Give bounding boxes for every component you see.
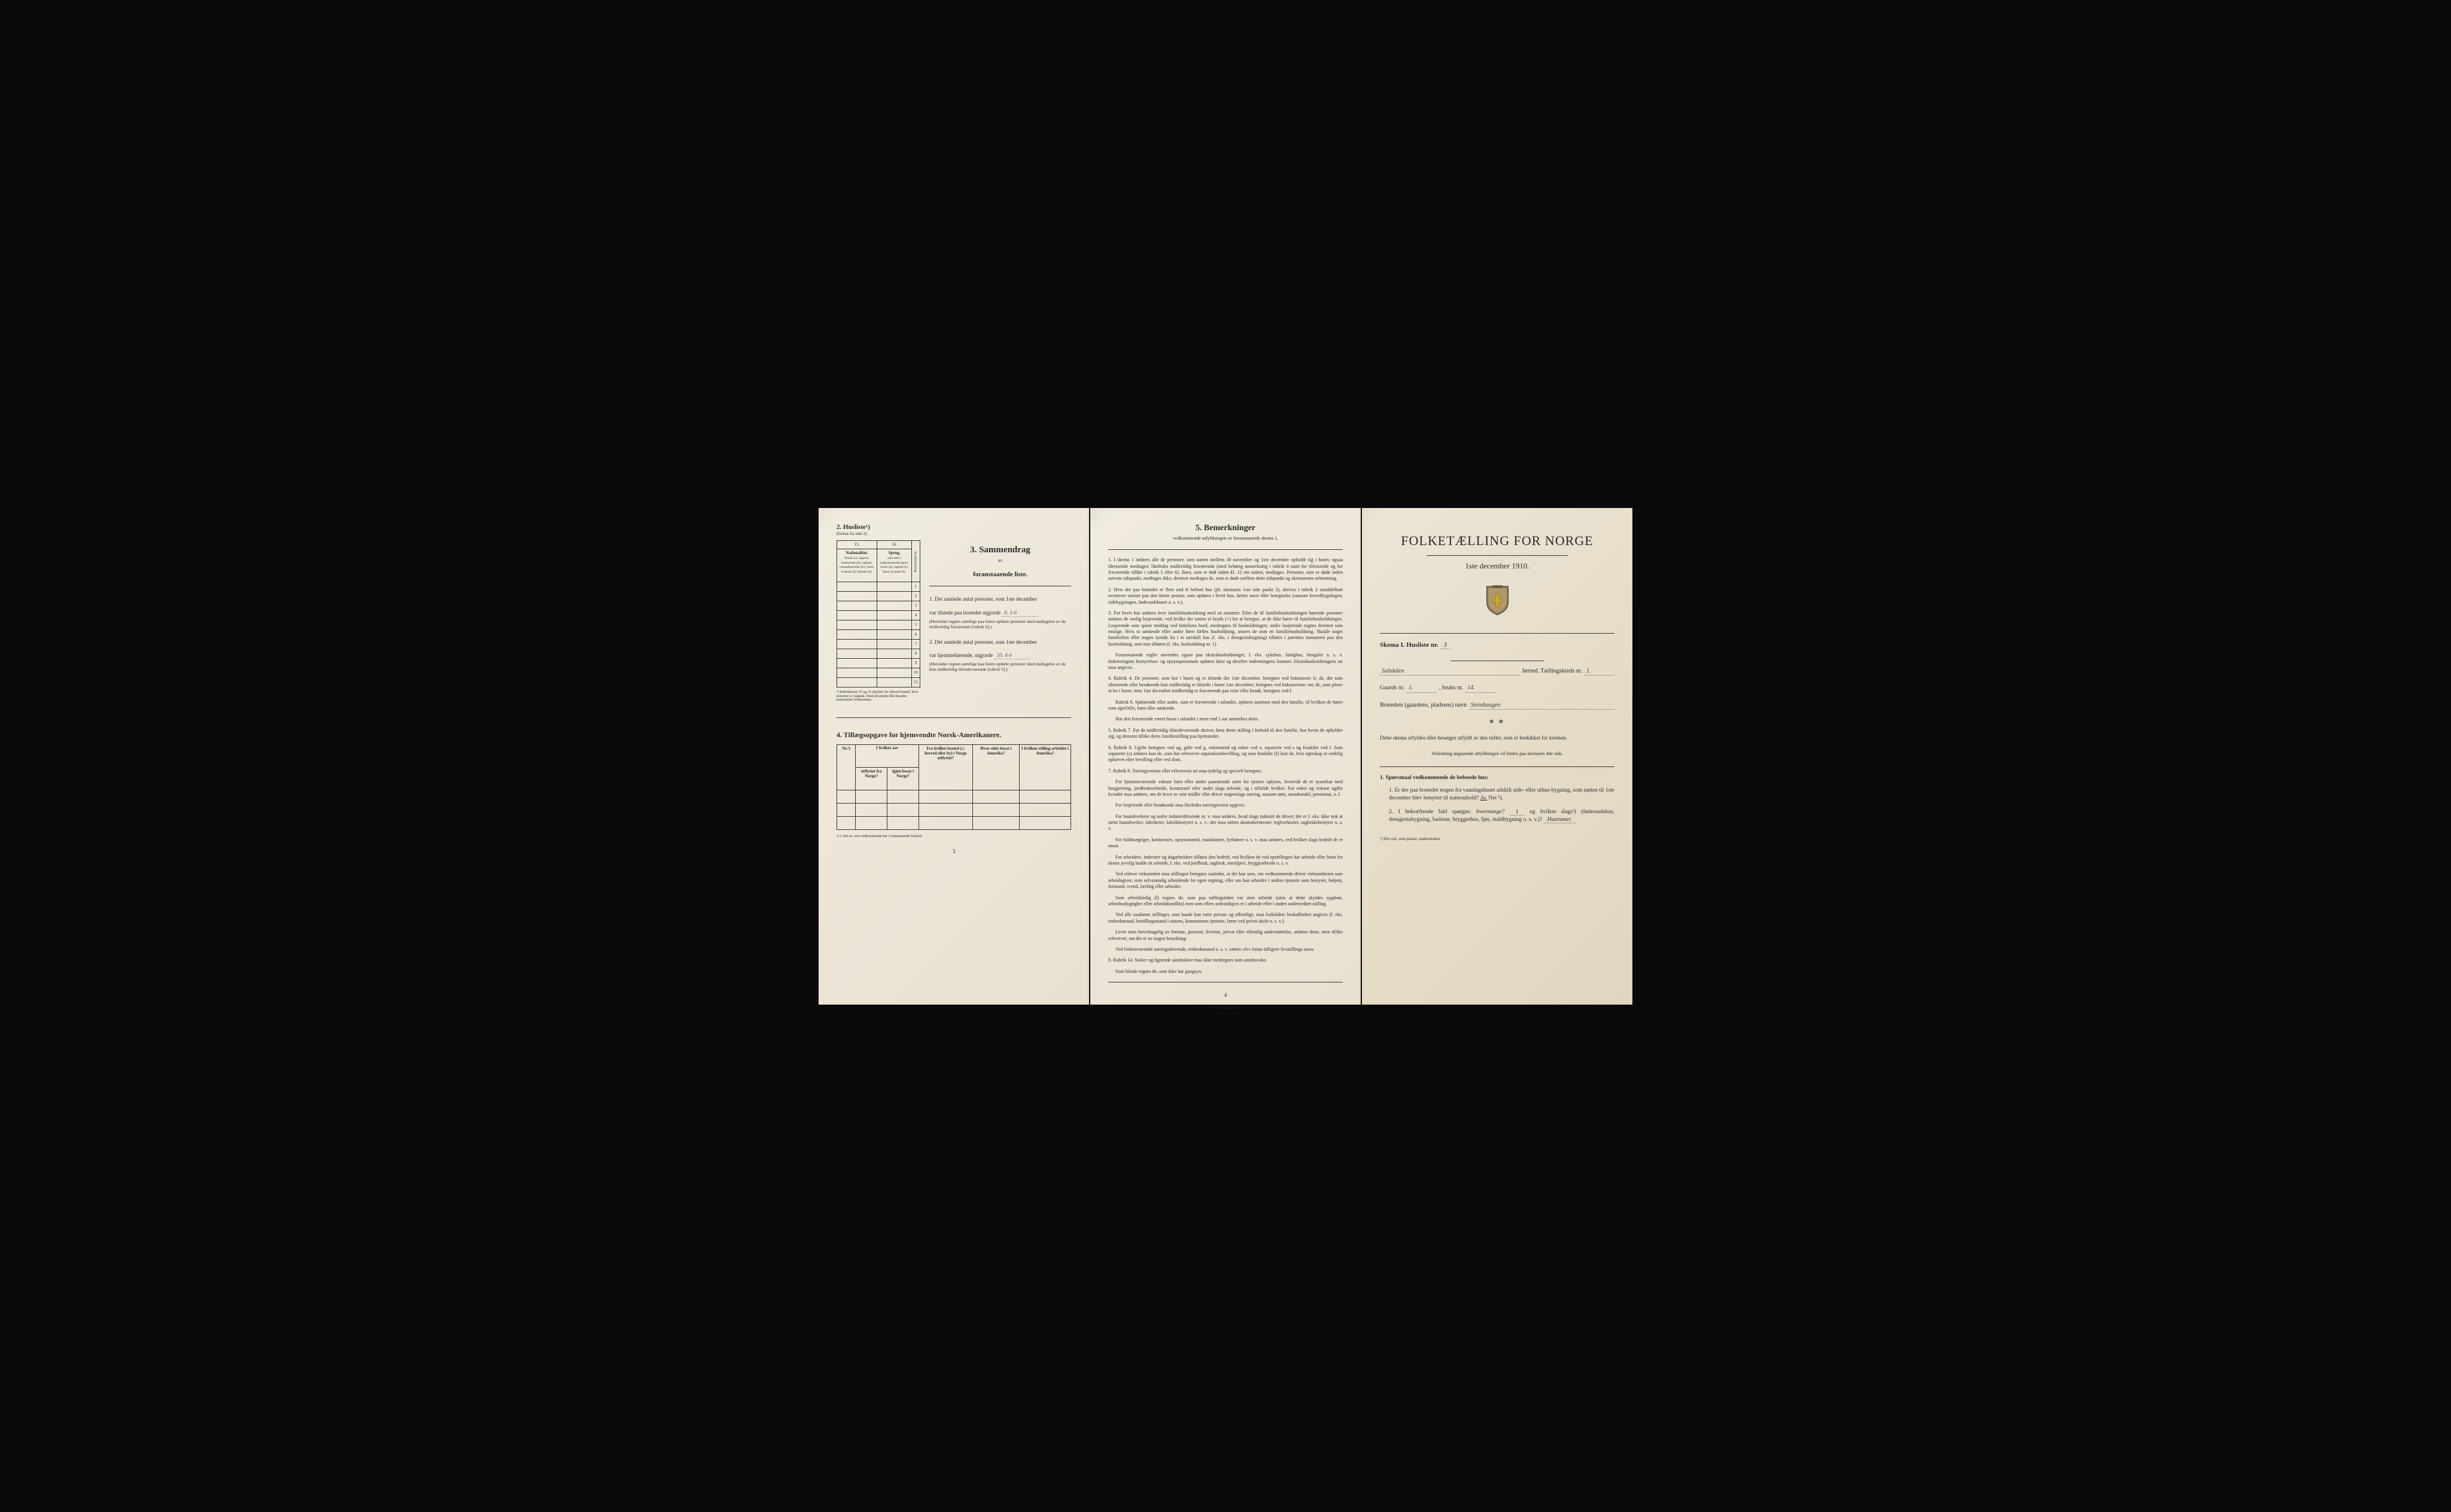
husliste-table: 15. 16. Personernes nr. Nationalitet. No…	[837, 540, 920, 687]
sammendrag-sub1: av	[929, 558, 1071, 564]
q1-ja: Ja.	[1480, 795, 1487, 801]
husliste-title: 2. Husliste¹)	[837, 523, 920, 532]
imprint: Steen'ske Bogtr. Kr.a.	[1108, 1006, 1343, 1011]
husliste-rows: 1 2 3 4 5 6 7 8 9 10 11	[837, 582, 920, 687]
col-16-head: Sprog, som tales i vedkommendes hjem: no…	[877, 549, 911, 582]
q2-type: Haarumer.	[1544, 817, 1576, 823]
questions-section: 1. Spørsmaal vedkommende de beboede hus:…	[1380, 774, 1614, 825]
col-16-num: 16.	[877, 540, 911, 549]
coat-of-arms-icon	[1380, 583, 1614, 618]
q-header: 1. Spørsmaal vedkommende de beboede hus:	[1380, 774, 1614, 782]
page-number-3: 3	[837, 848, 1071, 855]
col-15-num: 15.	[837, 540, 877, 549]
page-1-cover: FOLKETÆLLING FOR NORGE 1ste december 191…	[1362, 508, 1632, 1005]
bemerkninger-list: 1. I skema 1 anføres alle de personer, s…	[1108, 557, 1343, 975]
skema-line: Skema I. Husliste nr. 3	[1380, 641, 1614, 650]
bosted-value: Steinhaugen	[1469, 701, 1614, 710]
main-title: FOLKETÆLLING FOR NORGE	[1380, 532, 1614, 550]
tilleg-section: 4. Tillægsopgave for hjemvendte Norsk-Am…	[837, 730, 1071, 839]
footnote-3: ¹) Det ord, som passer, understrekes.	[1380, 836, 1614, 842]
sammendrag-sub2: foranstaaende liste.	[929, 570, 1071, 579]
husliste-nr: 3	[1440, 641, 1450, 649]
husliste-footnote: ¹) Rubrikkerne 15 og 16 utfyldes for eth…	[837, 690, 920, 702]
question-2: 2. I bekræftende fald spørges: hvormange…	[1389, 808, 1614, 825]
herred-line: Saltdalen herred. Tællingskreds nr. 1.	[1380, 667, 1614, 676]
sammendrag-item-2: 2. Det samlede antal personer, som 1ste …	[929, 638, 1071, 672]
question-1: 1. Er der paa bostedet nogen fra vaaning…	[1389, 787, 1614, 803]
hjemme-value: 10. 4-6	[994, 652, 1030, 659]
sammendrag-item-1: 1. Det samlede antal personer, som 1ste …	[929, 595, 1071, 629]
sammendrag-section: 3. Sammendrag av foranstaaende liste. 1.…	[929, 523, 1071, 703]
tilleg-title: 4. Tillægsopgave for hjemvendte Norsk-Am…	[837, 730, 1071, 740]
ornament: ✻ ✻	[1380, 718, 1614, 725]
page-4: 5. Bemerkninger vedkommende utfyldningen…	[1090, 508, 1361, 1005]
q2-count: 1	[1510, 809, 1525, 816]
page-3: 2. Husliste¹) (fortsat fra side 2). 15. …	[819, 508, 1089, 1005]
kreds-value: 1.	[1585, 667, 1614, 676]
tilleg-footnote: ²) ɔ: Det nr. som vedkommende har i fora…	[837, 835, 1071, 839]
col-15-head: Nationalitet. Norsk (n), lappisk, fastbo…	[837, 549, 877, 582]
census-date: 1ste december 1910.	[1380, 561, 1614, 571]
q1-nei: Nei ¹).	[1488, 795, 1503, 801]
instruction-text: Dette skema utfyldes eller besørges utfy…	[1380, 734, 1614, 742]
husliste-section: 2. Husliste¹) (fortsat fra side 2). 15. …	[837, 523, 920, 703]
sammendrag-title: 3. Sammendrag	[929, 544, 1071, 556]
instruction-sub: Veiledning angaaende utfyldningen vil fi…	[1380, 751, 1614, 757]
bemerkninger-subtitle: vedkommende utfyldningen av foranstaaend…	[1108, 536, 1343, 542]
census-document: 2. Husliste¹) (fortsat fra side 2). 15. …	[819, 508, 1632, 1005]
bosted-line: Bostedets (gaardens, pladsens) navn Stei…	[1380, 701, 1614, 710]
husliste-subtitle: (fortsat fra side 2).	[837, 531, 920, 537]
tilleg-table: Nr.²) I hvilket aar Fra hvilket bosted (…	[837, 744, 1071, 830]
gaard-value: 1.	[1407, 684, 1437, 693]
gaard-line: Gaards nr. 1. , bruks nr. 14.	[1380, 684, 1614, 693]
tilstede-value: 9. 3-6	[1002, 609, 1038, 617]
bruks-value: 14.	[1465, 684, 1495, 693]
page-number-4: 4	[1108, 991, 1343, 999]
herred-value: Saltdalen	[1380, 667, 1520, 676]
bemerkninger-title: 5. Bemerkninger	[1108, 523, 1343, 534]
col-person-nr: Personernes nr.	[912, 540, 920, 582]
